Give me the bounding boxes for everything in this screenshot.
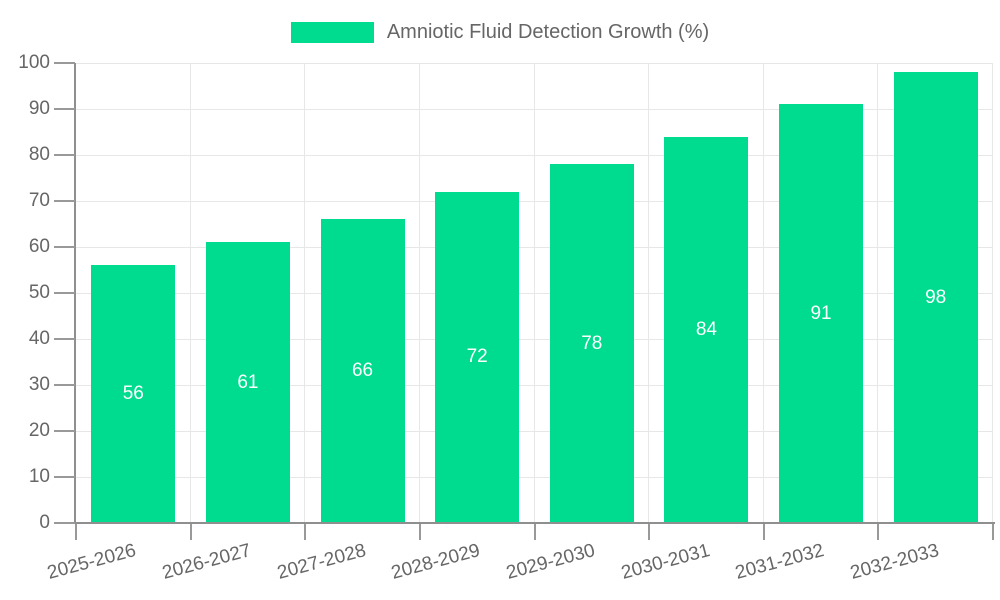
gridline-vertical (418, 63, 420, 523)
y-axis-tick (54, 430, 75, 432)
y-axis-tick-label: 10 (28, 466, 50, 487)
y-axis-tick-label: 40 (28, 328, 50, 349)
y-axis-tick-label: 100 (18, 52, 50, 73)
bar-value-label: 61 (237, 371, 259, 393)
bar: 84 (664, 136, 749, 523)
x-axis-tick-label: 2031-2032 (733, 540, 827, 584)
legend: Amniotic Fluid Detection Growth (%) (0, 18, 1000, 46)
x-axis-tick (762, 524, 765, 540)
y-axis-tick (54, 108, 75, 110)
x-axis-tick (533, 524, 536, 540)
gridline-horizontal (76, 385, 993, 386)
y-axis-tick (54, 292, 75, 294)
gridline-horizontal (76, 293, 993, 294)
x-axis-tick-label: 2029-2030 (504, 540, 598, 584)
y-axis-tick-label: 60 (28, 236, 50, 257)
gridline-horizontal (76, 201, 993, 202)
bar-value-label: 72 (466, 346, 488, 368)
y-axis-tick (54, 384, 75, 386)
gridline-vertical (648, 63, 650, 523)
x-axis-tick-label: 2025-2026 (45, 540, 139, 584)
x-axis-tick (877, 524, 880, 540)
gridline-horizontal (76, 109, 993, 110)
bar: 66 (320, 219, 405, 523)
gridline-horizontal (76, 431, 993, 432)
gridline-vertical (189, 63, 191, 523)
x-axis-tick (648, 524, 651, 540)
y-axis-tick-label: 90 (28, 98, 50, 119)
x-axis-line (74, 522, 995, 524)
x-axis-tick (992, 524, 994, 540)
bar: 91 (779, 104, 864, 523)
bar-value-label: 78 (581, 332, 603, 354)
y-axis-tick-label: 0 (39, 512, 50, 533)
x-axis-tick (75, 524, 77, 540)
gridline-vertical (762, 63, 764, 523)
y-axis-tick (54, 62, 75, 64)
y-axis-tick-label: 30 (28, 374, 50, 395)
y-axis-tick-label: 20 (28, 420, 50, 441)
bar: 78 (549, 164, 634, 523)
gridline-horizontal (76, 63, 993, 64)
plot-area: 56 61 66 72 78 84 91 98 (76, 63, 993, 523)
y-axis-tick-label: 50 (28, 282, 50, 303)
x-axis-tick (189, 524, 192, 540)
bar-value-label: 66 (351, 360, 374, 382)
x-axis-tick-label: 2030-2031 (618, 540, 712, 584)
y-axis-tick-label: 80 (28, 144, 50, 165)
gridline-horizontal (76, 247, 993, 248)
x-axis-tick (418, 524, 421, 540)
y-axis-line (74, 63, 76, 524)
y-axis-tick (54, 522, 75, 524)
legend-label: Amniotic Fluid Detection Growth (%) (386, 20, 710, 43)
bar: 61 (205, 242, 290, 523)
bar: 56 (91, 265, 176, 523)
y-axis-tick-label: 70 (28, 190, 50, 211)
gridline-horizontal (76, 477, 993, 478)
gridline-horizontal (76, 339, 993, 340)
y-axis-tick (54, 154, 75, 156)
y-axis-tick (54, 338, 75, 340)
bar-value-label: 91 (810, 302, 832, 324)
x-axis-tick-label: 2032-2033 (847, 540, 942, 584)
x-axis-tick-label: 2026-2027 (160, 540, 254, 584)
legend-swatch (290, 21, 374, 43)
bar-value-label: 84 (695, 318, 717, 340)
bar: 72 (435, 191, 520, 523)
bar-value-label: 98 (925, 286, 947, 308)
y-axis-tick (54, 246, 75, 248)
gridline-horizontal (76, 155, 993, 156)
y-axis-tick (54, 476, 75, 478)
y-axis-tick (54, 200, 75, 202)
bar-value-label: 56 (122, 383, 144, 405)
gridline-vertical (533, 63, 535, 523)
x-axis-tick (304, 524, 307, 540)
gridline-vertical (992, 63, 993, 523)
x-axis-tick-label: 2027-2028 (274, 540, 368, 584)
gridline-vertical (304, 63, 306, 523)
gridline-vertical (877, 63, 879, 523)
bar: 98 (893, 72, 978, 523)
x-axis-tick-label: 2028-2029 (389, 540, 483, 584)
